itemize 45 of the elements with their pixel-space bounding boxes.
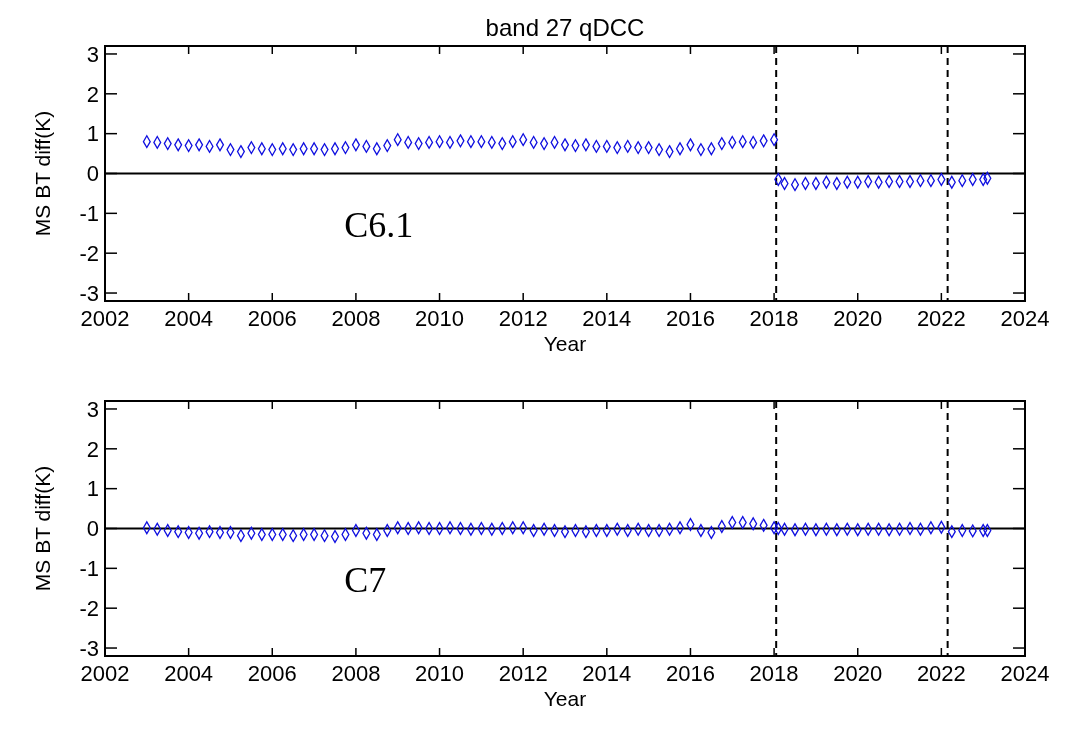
x-axis-title: Year bbox=[543, 332, 587, 355]
annotation: C7 bbox=[344, 560, 387, 601]
x-tick-label: 2022 bbox=[916, 661, 966, 686]
y-tick-label: -2 bbox=[79, 240, 99, 266]
x-tick-label: 2008 bbox=[331, 306, 381, 331]
x-tick-label: 2020 bbox=[833, 661, 883, 686]
x-tick-label: 2016 bbox=[665, 306, 715, 331]
x-tick-label: 2004 bbox=[164, 306, 214, 331]
x-tick-label: 2008 bbox=[331, 661, 381, 686]
x-tick-label: 2002 bbox=[80, 661, 130, 686]
x-tick-label: 2018 bbox=[749, 661, 799, 686]
y-tick-label: -1 bbox=[79, 556, 99, 582]
annotation: C6.1 bbox=[344, 205, 414, 246]
x-tick-label: 2012 bbox=[498, 306, 548, 331]
x-axis-title: Year bbox=[543, 687, 587, 710]
x-tick-label: 2014 bbox=[582, 661, 632, 686]
x-tick-label: 2010 bbox=[415, 661, 465, 686]
y-axis-title: MS BT diff(K) bbox=[31, 465, 54, 592]
y-tick-label: 1 bbox=[86, 476, 99, 502]
y-tick-label: 2 bbox=[86, 436, 99, 462]
x-tick-label: 2014 bbox=[582, 306, 632, 331]
y-tick-label: 3 bbox=[86, 41, 99, 67]
x-tick-label: 2002 bbox=[80, 306, 130, 331]
x-tick-label: 2006 bbox=[247, 306, 297, 331]
y-tick-label: -1 bbox=[79, 201, 99, 227]
y-tick-label: -3 bbox=[79, 280, 99, 306]
x-tick-label: 2024 bbox=[1000, 661, 1050, 686]
y-tick-label: 3 bbox=[86, 396, 99, 422]
x-tick-label: 2006 bbox=[247, 661, 297, 686]
x-tick-label: 2012 bbox=[498, 661, 548, 686]
y-tick-label: -3 bbox=[79, 635, 99, 661]
x-tick-label: 2022 bbox=[916, 306, 966, 331]
y-tick-label: 0 bbox=[86, 516, 99, 542]
x-tick-label: 2010 bbox=[415, 306, 465, 331]
x-tick-label: 2018 bbox=[749, 306, 799, 331]
x-tick-label: 2016 bbox=[665, 661, 715, 686]
y-tick-label: 1 bbox=[86, 121, 99, 147]
y-tick-label: 0 bbox=[86, 161, 99, 187]
x-tick-label: 2024 bbox=[1000, 306, 1050, 331]
chart-title: band 27 qDCC bbox=[485, 14, 645, 41]
x-tick-label: 2020 bbox=[833, 306, 883, 331]
y-tick-label: 2 bbox=[86, 81, 99, 107]
y-tick-label: -2 bbox=[79, 595, 99, 621]
x-tick-label: 2004 bbox=[164, 661, 214, 686]
y-axis-title: MS BT diff(K) bbox=[31, 110, 54, 237]
